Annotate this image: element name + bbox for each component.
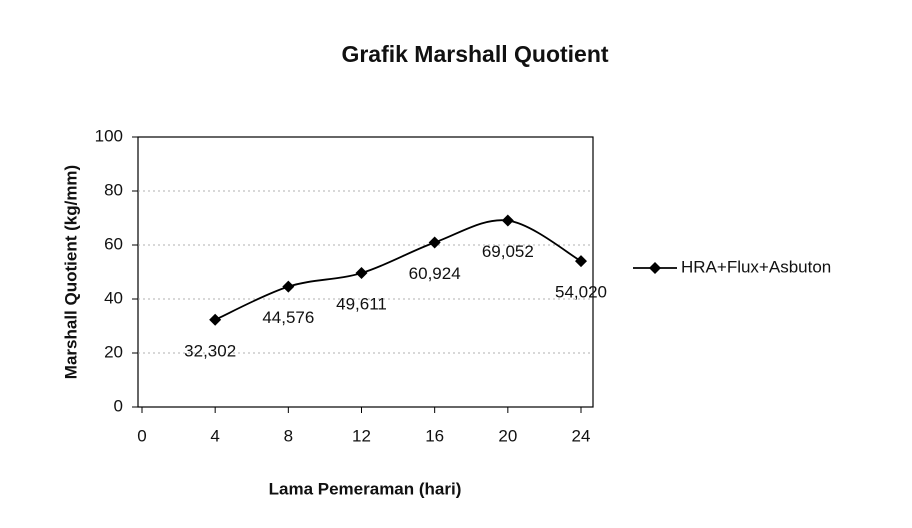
data-label: 32,302 [184,341,236,360]
marker [209,313,222,326]
y-tick-label: 80 [104,180,123,199]
x-tick-label: 16 [425,426,444,445]
y-tick-label: 100 [95,126,123,145]
y-tick-label: 0 [114,396,123,415]
legend-marker [649,262,661,274]
y-tick-label: 40 [104,288,123,307]
data-label: 60,924 [409,264,461,283]
chart-title: Grafik Marshall Quotient [341,41,608,67]
y-tick-label: 60 [104,234,123,253]
x-tick-label: 24 [572,426,591,445]
data-label: 44,576 [262,308,314,327]
x-tick-label: 12 [352,426,371,445]
data-label: 49,611 [336,295,387,314]
x-tick-label: 8 [284,426,293,445]
data-label: 54,020 [555,283,607,302]
y-tick-label: 20 [104,342,123,361]
data-label: 69,052 [482,242,534,261]
x-tick-label: 4 [210,426,219,445]
series-line [214,219,582,321]
x-tick-label: 20 [498,426,517,445]
marker [501,214,514,227]
marker [282,280,295,293]
marker [575,255,587,268]
marker [355,267,368,280]
y-axis-title: Marshall Quotient (kg/mm) [61,165,80,379]
legend-label: HRA+Flux+Asbuton [681,257,831,276]
x-axis-title: Lama Pemeraman (hari) [269,479,462,498]
plot-area [137,136,594,408]
marker [428,236,441,249]
x-tick-label: 0 [137,426,146,445]
